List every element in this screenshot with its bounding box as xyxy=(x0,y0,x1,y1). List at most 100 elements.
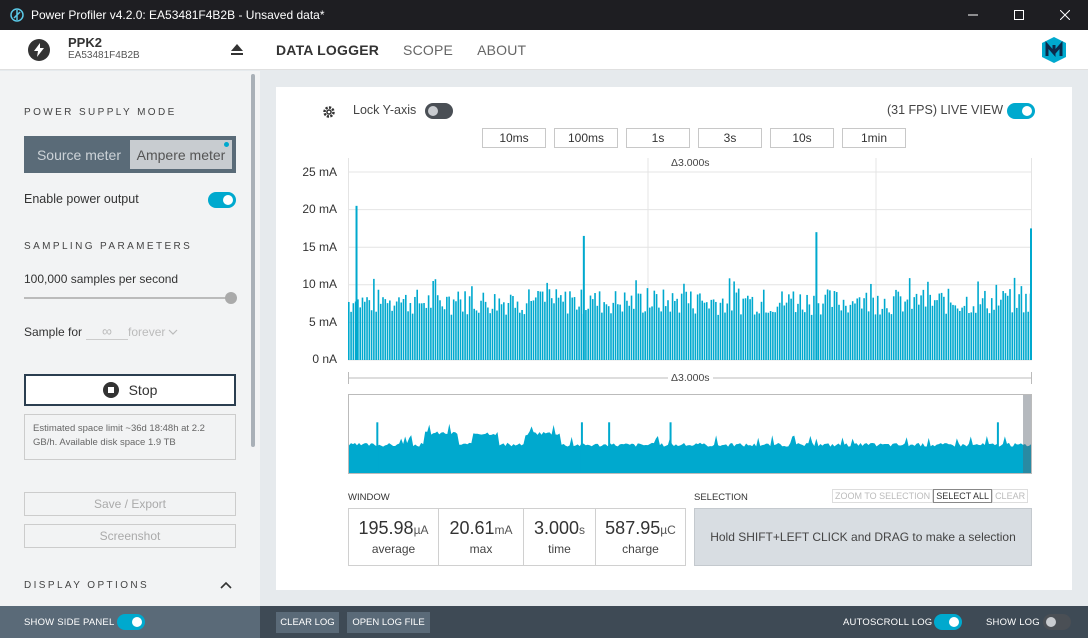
range-3s-button[interactable]: 3s xyxy=(698,128,762,148)
current-bar xyxy=(683,283,685,360)
current-bar xyxy=(728,278,731,360)
range-10s-button[interactable]: 10s xyxy=(770,128,834,148)
range-1s-button[interactable]: 1s xyxy=(626,128,690,148)
current-bar xyxy=(569,291,571,360)
current-bar xyxy=(576,309,578,360)
current-bar xyxy=(664,306,667,360)
stat-unit: µA xyxy=(413,523,429,537)
open-log-file-button[interactable]: OPEN LOG FILE xyxy=(347,612,430,633)
current-bar xyxy=(548,289,551,360)
gear-icon[interactable] xyxy=(322,105,336,119)
y-tick-label: 10 mA xyxy=(302,277,337,291)
autoscroll-log-toggle[interactable] xyxy=(934,614,962,630)
current-bar xyxy=(703,302,706,360)
power-mode-switch: Source meter Ampere meter xyxy=(24,136,236,173)
current-bar xyxy=(379,303,382,360)
current-bar xyxy=(858,297,861,360)
current-bar xyxy=(849,304,852,360)
clear-selection-button[interactable]: CLEAR xyxy=(992,489,1029,503)
current-bar xyxy=(872,297,874,360)
current-bar xyxy=(927,281,929,360)
save-export-button[interactable]: Save / Export xyxy=(24,492,236,516)
current-bar xyxy=(405,294,407,360)
sidebar-scrollbar[interactable] xyxy=(251,74,255,447)
current-bar xyxy=(692,308,694,360)
stat-unit: s xyxy=(579,523,586,537)
current-bar xyxy=(751,296,754,360)
current-bar xyxy=(580,289,583,360)
current-bar xyxy=(411,313,414,360)
current-bar xyxy=(1016,307,1018,360)
current-bar xyxy=(459,299,462,360)
chevron-up-icon[interactable] xyxy=(219,580,233,590)
current-bar xyxy=(560,295,562,360)
window-section-label: WINDOW xyxy=(348,492,390,503)
sample-duration-input[interactable]: ∞ xyxy=(86,323,129,340)
tab-scope[interactable]: SCOPE xyxy=(403,42,454,58)
live-view-toggle[interactable] xyxy=(1007,103,1035,119)
y-tick-label: 20 mA xyxy=(302,202,337,216)
current-bar xyxy=(813,295,815,360)
current-bar xyxy=(359,307,361,360)
tab-about[interactable]: ABOUT xyxy=(477,42,527,58)
current-bar xyxy=(792,291,795,360)
sample-rate-slider-thumb[interactable] xyxy=(225,292,237,304)
sample-rate-slider[interactable] xyxy=(24,297,232,299)
clear-log-button[interactable]: CLEAR LOG xyxy=(276,612,339,633)
current-bar xyxy=(788,294,790,360)
ampere-meter-option[interactable]: Ampere meter xyxy=(130,140,232,169)
current-bar xyxy=(913,297,916,360)
current-bar xyxy=(735,292,738,360)
current-bar xyxy=(607,306,610,360)
current-bar xyxy=(1009,289,1011,360)
tab-data-logger[interactable]: DATA LOGGER xyxy=(276,42,380,58)
range-10ms-button[interactable]: 10ms xyxy=(482,128,546,148)
current-bar xyxy=(523,314,526,360)
overview-window-handle[interactable] xyxy=(1023,395,1031,473)
lock-y-axis-toggle[interactable] xyxy=(425,103,453,119)
current-bar xyxy=(995,284,998,360)
current-bar xyxy=(972,306,975,360)
current-bar xyxy=(817,303,820,360)
eject-icon[interactable] xyxy=(229,42,245,58)
show-log-toggle[interactable] xyxy=(1043,614,1071,630)
overview-delta-label: Δ3.000s xyxy=(668,372,713,384)
y-tick-label: 5 mA xyxy=(308,315,337,329)
current-bar xyxy=(769,311,772,360)
screenshot-button[interactable]: Screenshot xyxy=(24,524,236,548)
show-log-label: SHOW LOG xyxy=(986,617,1040,628)
overview-chart[interactable] xyxy=(348,394,1032,474)
minimize-icon xyxy=(968,14,978,16)
sample-for-row: Sample for ∞ forever xyxy=(24,323,178,340)
source-meter-option[interactable]: Source meter xyxy=(36,146,122,163)
show-side-panel-toggle[interactable] xyxy=(117,614,145,630)
y-tick-label: 25 mA xyxy=(302,165,337,179)
current-bar xyxy=(350,311,352,360)
current-bar xyxy=(740,314,742,360)
current-bar xyxy=(826,289,829,360)
current-bar xyxy=(471,286,473,360)
minimize-button[interactable] xyxy=(950,0,996,30)
current-bar xyxy=(806,294,808,360)
current-bar xyxy=(918,304,920,360)
current-bar xyxy=(532,300,535,360)
stop-button[interactable]: Stop xyxy=(24,374,236,406)
selection-section-label: SELECTION xyxy=(694,492,748,503)
select-all-button[interactable]: SELECT ALL xyxy=(933,489,993,503)
current-chart[interactable] xyxy=(348,158,1032,362)
maximize-button[interactable] xyxy=(996,0,1042,30)
range-100ms-button[interactable]: 100ms xyxy=(554,128,618,148)
enable-power-toggle[interactable] xyxy=(208,192,236,208)
current-bar xyxy=(861,308,863,360)
current-bar xyxy=(521,309,523,360)
device-selector[interactable]: PPK2 EA53481F4B2B xyxy=(28,35,140,62)
close-button[interactable] xyxy=(1042,0,1088,30)
stat-unit: mA xyxy=(494,523,513,537)
current-bar xyxy=(687,303,690,360)
current-bar xyxy=(929,294,931,360)
current-bar xyxy=(571,297,574,360)
sample-unit-select[interactable]: forever xyxy=(128,324,166,339)
zoom-to-selection-button[interactable]: ZOOM TO SELECTION xyxy=(832,489,934,503)
stat-average: 195.98µA average xyxy=(349,509,439,565)
range-1min-button[interactable]: 1min xyxy=(842,128,906,148)
